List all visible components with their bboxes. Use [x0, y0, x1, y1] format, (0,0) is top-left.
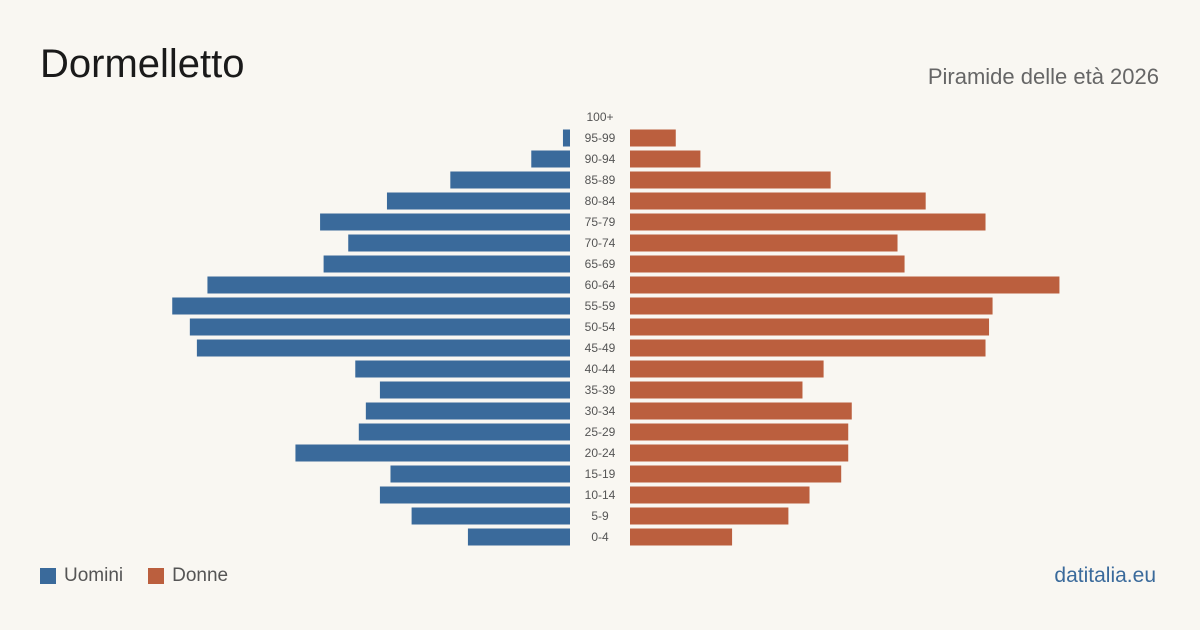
bar-women-90-94 — [630, 150, 701, 168]
age-label: 0-4 — [591, 530, 609, 544]
bar-women-30-34 — [630, 402, 852, 420]
age-label: 90-94 — [585, 152, 616, 166]
bar-men-95-99 — [562, 129, 570, 147]
legend-label-women: Donne — [172, 565, 229, 586]
bar-women-35-39 — [630, 381, 803, 399]
bar-men-45-49 — [196, 339, 570, 357]
legend-item-women: Donne — [148, 565, 228, 587]
age-label: 95-99 — [585, 131, 616, 145]
bar-women-80-84 — [630, 192, 926, 210]
bar-men-75-79 — [320, 213, 570, 231]
legend: Uomini Donne — [40, 565, 253, 587]
bar-men-10-14 — [379, 486, 570, 504]
legend-label-men: Uomini — [64, 565, 124, 586]
bar-women-95-99 — [630, 129, 676, 147]
age-label: 65-69 — [585, 257, 616, 271]
bar-men-60-64 — [207, 276, 570, 294]
bar-women-50-54 — [630, 318, 990, 336]
legend-swatch-women — [148, 568, 165, 584]
age-label: 30-34 — [585, 404, 616, 418]
bar-men-0-4 — [467, 528, 570, 546]
bar-women-65-69 — [630, 255, 905, 273]
bar-women-60-64 — [630, 276, 1060, 294]
age-label: 75-79 — [585, 215, 616, 229]
age-label: 15-19 — [585, 467, 616, 481]
bar-women-15-19 — [630, 465, 842, 483]
bar-women-85-89 — [630, 171, 831, 189]
bar-women-5-9 — [630, 507, 789, 525]
age-label: 40-44 — [585, 362, 616, 376]
bar-men-90-94 — [531, 150, 570, 168]
age-label: 5-9 — [591, 509, 609, 523]
age-label: 80-84 — [585, 194, 616, 208]
bar-women-10-14 — [630, 486, 810, 504]
bar-women-55-59 — [630, 297, 993, 315]
age-label: 25-29 — [585, 425, 616, 439]
age-label: 50-54 — [585, 320, 616, 334]
source-link[interactable]: datitalia.eu — [1054, 564, 1156, 587]
age-label: 60-64 — [585, 278, 616, 292]
age-label: 35-39 — [585, 383, 616, 397]
bar-women-70-74 — [630, 234, 898, 252]
legend-item-men: Uomini — [40, 565, 123, 587]
bar-women-75-79 — [630, 213, 986, 231]
bar-men-65-69 — [323, 255, 570, 273]
bar-men-25-29 — [358, 423, 570, 441]
bar-men-15-19 — [390, 465, 570, 483]
bar-men-40-44 — [355, 360, 570, 378]
bar-men-55-59 — [172, 297, 571, 315]
age-label: 85-89 — [585, 173, 616, 187]
age-label: 45-49 — [585, 341, 616, 355]
bar-men-30-34 — [365, 402, 570, 420]
page-title: Dormelletto — [40, 42, 245, 86]
bar-women-20-24 — [630, 444, 849, 462]
bar-men-20-24 — [295, 444, 570, 462]
age-label: 10-14 — [585, 488, 616, 502]
bar-women-45-49 — [630, 339, 986, 357]
bar-women-25-29 — [630, 423, 849, 441]
bar-women-0-4 — [630, 528, 733, 546]
age-label: 70-74 — [585, 236, 616, 250]
legend-swatch-men — [40, 568, 56, 584]
bar-men-80-84 — [386, 192, 570, 210]
chart-subtitle: Piramide delle età 2026 — [927, 64, 1159, 89]
age-label: 20-24 — [585, 446, 616, 460]
bar-men-35-39 — [379, 381, 570, 399]
age-label: 55-59 — [585, 299, 616, 313]
bar-women-40-44 — [630, 360, 824, 378]
bar-men-70-74 — [348, 234, 570, 252]
age-label: 100+ — [586, 110, 613, 124]
bar-men-85-89 — [450, 171, 570, 189]
bar-men-50-54 — [189, 318, 570, 336]
bar-men-5-9 — [411, 507, 570, 525]
